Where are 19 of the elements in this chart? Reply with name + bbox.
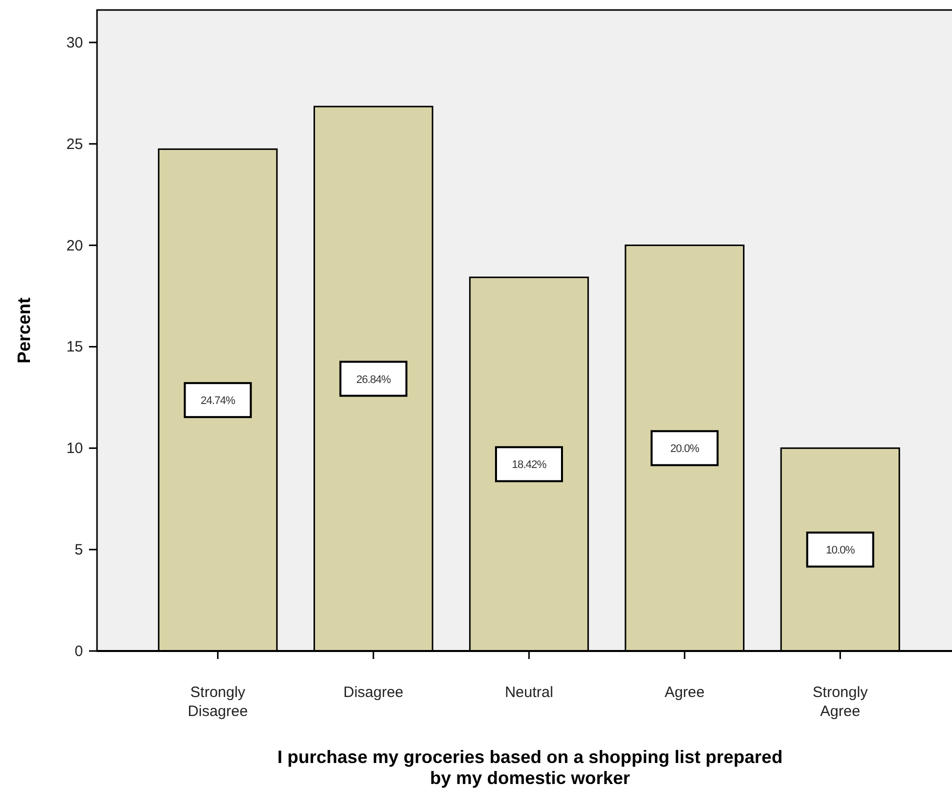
y-tick-label: 15 (66, 338, 83, 356)
x-tick-label: Disagree (343, 684, 404, 701)
x-tick-label: Agree (664, 684, 705, 701)
x-tick-label: Neutral (504, 684, 554, 701)
data-label: 24.74% (200, 395, 236, 408)
data-label: 18.42% (512, 459, 547, 472)
y-axis-title: Percent (14, 297, 34, 364)
data-label: 10.0% (826, 544, 856, 557)
x-tick-label: Strongly Agree (812, 684, 868, 720)
y-tick-label: 25 (66, 136, 83, 153)
y-tick-label: 30 (66, 34, 83, 52)
y-tick-label: 5 (74, 542, 83, 559)
x-axis-title: I purchase my groceries based on a shopping list prepared by my domestic worker (277, 747, 783, 788)
y-tick-label: 20 (66, 237, 83, 254)
x-tick-label: Strongly Disagree (188, 684, 248, 720)
y-tick-label: 0 (74, 643, 83, 660)
y-tick-label: 10 (66, 440, 83, 458)
data-label: 26.84% (356, 374, 392, 386)
data-label: 20.0% (670, 443, 700, 456)
